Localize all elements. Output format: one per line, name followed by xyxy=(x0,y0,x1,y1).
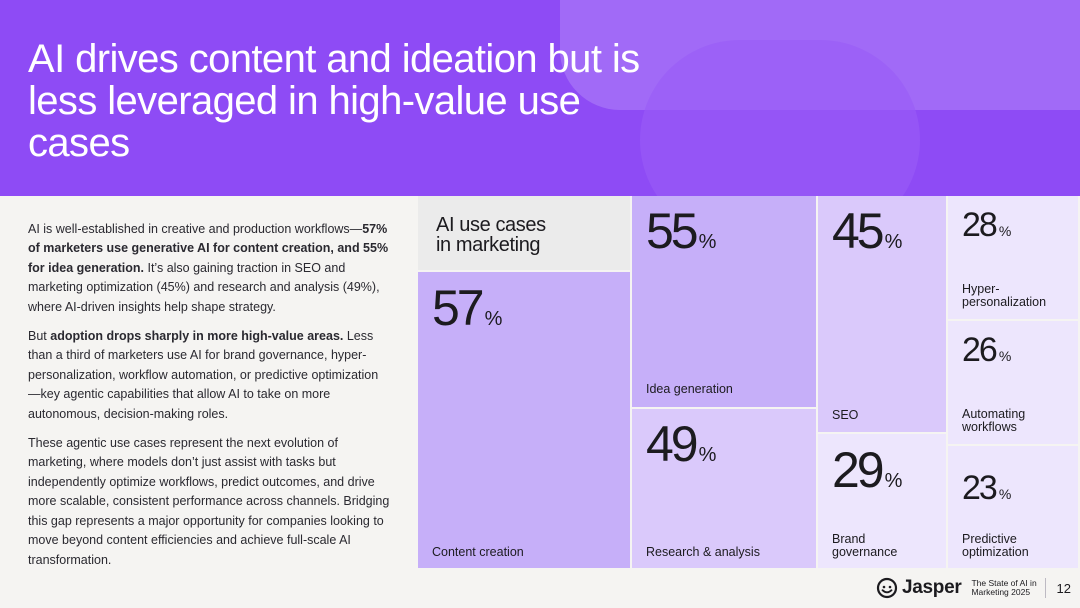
category-label-idea-generation: Idea generation xyxy=(646,382,733,396)
category-label-automating-workflows: workflows xyxy=(961,420,1017,434)
value-label-content-creation: 57% xyxy=(432,280,503,336)
value-label-seo: 45% xyxy=(832,203,903,259)
value-label-hyper-personalization: 28% xyxy=(962,206,1011,244)
value-label-automating-workflows: 26% xyxy=(962,331,1011,369)
category-label-brand-governance: Brand xyxy=(832,532,865,546)
treemap-cell-idea-generation xyxy=(632,196,816,407)
treemap-cell-predictive-optimization xyxy=(948,446,1078,568)
footer: Jasper The State of AI in Marketing 2025… xyxy=(876,576,1071,600)
treemap-cell-seo xyxy=(818,196,946,432)
category-label-predictive-optimization: Predictive xyxy=(962,532,1017,546)
chart-title: AI use cases xyxy=(436,214,546,236)
category-label-brand-governance: governance xyxy=(832,545,897,559)
footer-divider xyxy=(1045,578,1047,598)
category-label-predictive-optimization: optimization xyxy=(962,545,1029,559)
category-label-seo: SEO xyxy=(832,408,859,422)
value-label-idea-generation: 55% xyxy=(646,203,717,259)
jasper-logo-icon xyxy=(876,577,898,599)
category-label-automating-workflows: Automating xyxy=(962,407,1025,421)
treemap-cell-research-and-analysis xyxy=(632,409,816,568)
brand-name: Jasper xyxy=(902,577,962,598)
chart-title-cell xyxy=(418,196,630,270)
paragraph-3: These agentic use cases represent the ne… xyxy=(28,436,390,567)
treemap-cell-hyper-personalization xyxy=(948,196,1078,319)
value-label-predictive-optimization: 23% xyxy=(962,469,1011,507)
treemap-cell-automating-workflows xyxy=(948,321,1078,444)
header-banner: AI drives content and ideation but is le… xyxy=(0,0,1080,196)
decorative-shape xyxy=(640,40,920,196)
chart-title: in marketing xyxy=(436,234,540,256)
report-title: The State of AI in Marketing 2025 xyxy=(971,577,1037,597)
value-label-brand-governance: 29% xyxy=(832,442,903,498)
treemap-cell-brand-governance xyxy=(818,434,946,568)
category-label-research-and-analysis: Research & analysis xyxy=(646,545,760,559)
category-label-content-creation: Content creation xyxy=(432,545,524,559)
category-label-hyper-personalization: Hyper- xyxy=(962,282,1000,296)
category-label-hyper-personalization: personalization xyxy=(962,295,1046,309)
treemap-cell-content-creation xyxy=(418,272,630,568)
value-label-research-and-analysis: 49% xyxy=(646,416,717,472)
body-text: AI is well-established in creative and p… xyxy=(28,220,390,580)
page-number: 12 xyxy=(1056,580,1071,596)
jasper-logo: Jasper xyxy=(876,577,962,599)
page-title: AI drives content and ideation but is le… xyxy=(28,37,640,165)
paragraph-1: AI is well-established in creative and p… xyxy=(28,222,389,314)
paragraph-2: But adoption drops sharply in more high-… xyxy=(28,329,379,421)
